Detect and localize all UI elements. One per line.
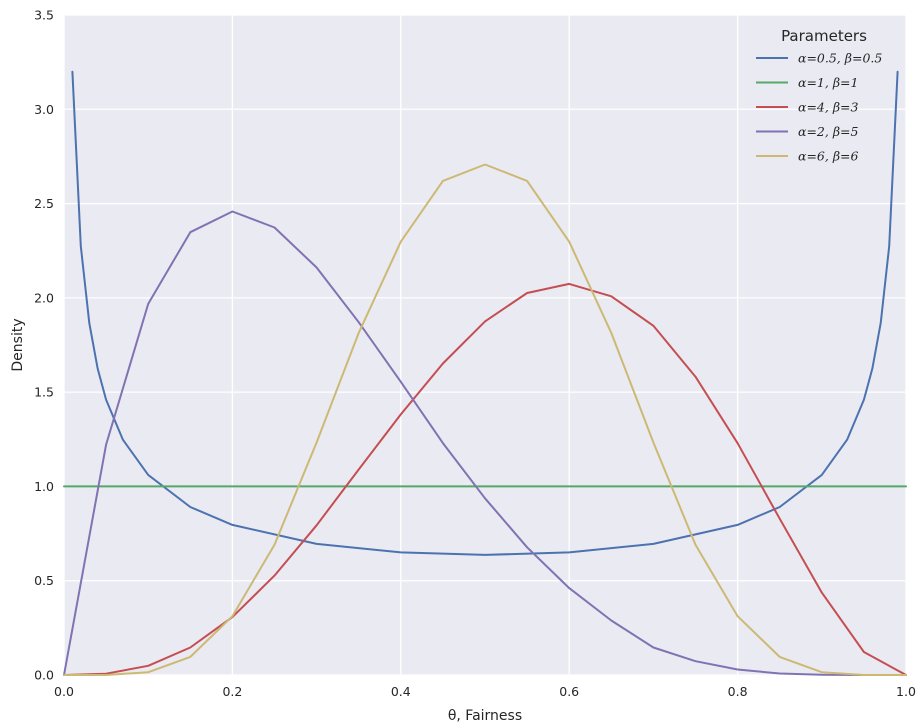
series-line-4-3 <box>63 282 907 676</box>
legend-entry: α=4, β=3 <box>798 100 859 115</box>
y-tick-label: 1.0 <box>34 479 54 494</box>
legend-entry: α=6, β=6 <box>798 149 859 164</box>
x-tick-label: 0.4 <box>391 684 411 699</box>
y-tick-label: 0.5 <box>34 573 54 588</box>
y-axis-label: Density <box>10 318 26 371</box>
tick-labels: 0.0 0.2 0.4 0.6 0.8 1.0 0.0 0.5 1.0 1.5 2.0 2.5 3.0 3… <box>34 8 916 700</box>
legend-entry: α=0.5, β=0.5 <box>798 51 882 66</box>
x-tick-label: 0.8 <box>728 684 748 699</box>
y-tick-label: 0.0 <box>34 668 54 683</box>
series-line-2-5 <box>63 210 907 676</box>
x-tick-label: 0.6 <box>559 684 579 699</box>
plot-background <box>64 15 906 675</box>
series-lines <box>63 70 907 676</box>
legend-entry: α=2, β=5 <box>798 124 859 139</box>
series-line-0-5-0-5 <box>71 70 899 556</box>
y-tick-label: 2.0 <box>34 290 54 305</box>
legend-title: Parameters <box>781 27 867 45</box>
legend-entry: α=1, β=1 <box>798 75 858 90</box>
series-line-6-6 <box>63 163 907 676</box>
x-tick-label: 1.0 <box>896 684 916 699</box>
x-tick-label: 0.2 <box>222 684 242 699</box>
grid-lines <box>63 14 907 676</box>
y-tick-label: 2.5 <box>34 196 54 211</box>
y-tick-label: 3.5 <box>34 8 54 23</box>
x-axis-label: θ, Fairness <box>448 708 522 724</box>
x-tick-label: 0.0 <box>54 684 74 699</box>
y-tick-label: 3.0 <box>34 102 54 117</box>
legend: Parameters α=0.5, β=0.5 α=1, β=1 α=4, β=3 α… <box>756 27 882 164</box>
y-tick-label: 1.5 <box>34 385 54 400</box>
